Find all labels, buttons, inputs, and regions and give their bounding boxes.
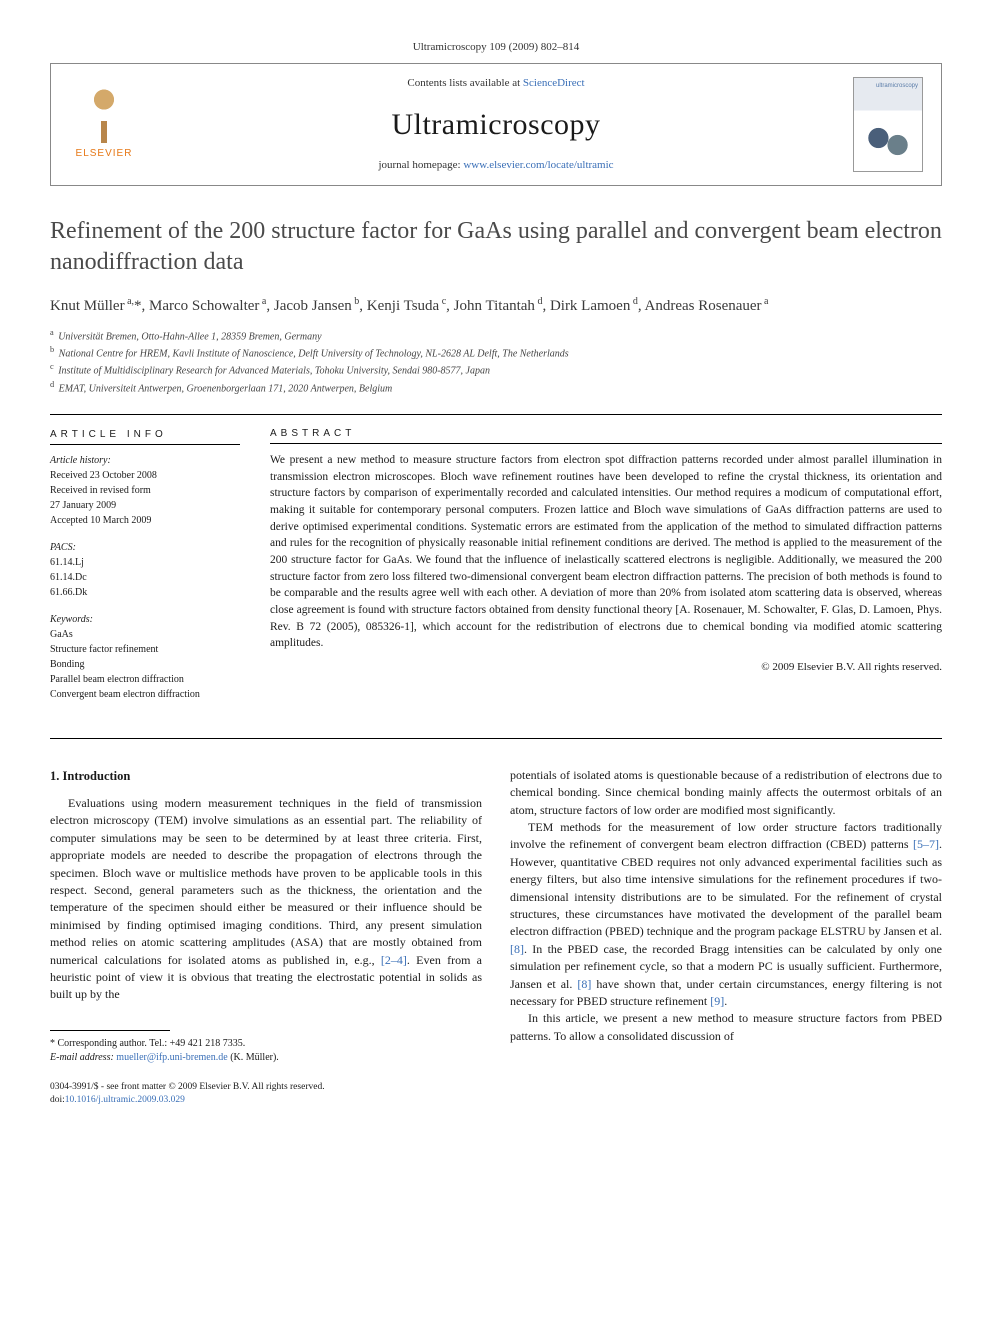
keyword: Parallel beam electron diffraction — [50, 672, 240, 687]
text: TEM methods for the measurement of low o… — [510, 820, 942, 851]
ref-link-8a[interactable]: [8] — [510, 942, 524, 956]
corresponding-author-footnote: * Corresponding author. Tel.: +49 421 21… — [50, 1037, 482, 1065]
article-title: Refinement of the 200 structure factor f… — [50, 216, 942, 278]
divider — [50, 444, 240, 445]
homepage-link[interactable]: www.elsevier.com/locate/ultramic — [463, 159, 613, 171]
doi-link[interactable]: 10.1016/j.ultramic.2009.03.029 — [65, 1095, 185, 1105]
pacs-block: PACS: 61.14.Lj61.14.Dc61.66.Dk — [50, 540, 240, 600]
text: . However, quantitative CBED requires no… — [510, 837, 942, 938]
pacs-code: 61.14.Lj — [50, 555, 240, 570]
affiliation-list: a Universität Bremen, Otto-Hahn-Allee 1,… — [50, 327, 942, 396]
section-1-heading: 1. Introduction — [50, 767, 482, 785]
history-line: 27 January 2009 — [50, 498, 240, 513]
abstract-column: ABSTRACT We present a new method to meas… — [270, 427, 942, 714]
keywords-head: Keywords: — [50, 612, 240, 627]
keywords-block: Keywords: GaAsStructure factor refinemen… — [50, 612, 240, 702]
keyword: Convergent beam electron diffraction — [50, 687, 240, 702]
homepage-pre: journal homepage: — [378, 159, 463, 171]
affiliation: d EMAT, Universiteit Antwerpen, Groenenb… — [50, 379, 942, 396]
elsevier-tree-icon — [79, 88, 129, 143]
divider — [50, 738, 942, 739]
text: . — [724, 994, 727, 1008]
history-line: Accepted 10 March 2009 — [50, 513, 240, 528]
doi-line: doi:10.1016/j.ultramic.2009.03.029 — [50, 1094, 482, 1107]
ref-link-8b[interactable]: [8] — [577, 977, 591, 991]
author-email-link[interactable]: mueller@ifp.uni-bremen.de — [116, 1052, 227, 1063]
footer-meta: 0304-3991/$ - see front matter © 2009 El… — [50, 1081, 482, 1108]
keyword: GaAs — [50, 627, 240, 642]
ref-link-5-7[interactable]: [5–7] — [913, 837, 939, 851]
pacs-head: PACS: — [50, 540, 240, 555]
email-label: E-mail address: — [50, 1052, 116, 1063]
email-who: (K. Müller). — [228, 1052, 279, 1063]
doi-pre: doi: — [50, 1095, 65, 1105]
elsevier-logo: ELSEVIER — [69, 88, 139, 161]
corr-line: * Corresponding author. Tel.: +49 421 21… — [50, 1037, 482, 1051]
affiliation: b National Centre for HREM, Kavli Instit… — [50, 344, 942, 361]
text: Evaluations using modern measurement tec… — [50, 796, 482, 967]
pacs-code: 61.14.Dc — [50, 570, 240, 585]
abstract-label: ABSTRACT — [270, 427, 942, 441]
article-history: Article history: Received 23 October 200… — [50, 453, 240, 528]
article-info: ARTICLE INFO Article history: Received 2… — [50, 427, 240, 714]
journal-header-box: ELSEVIER Contents lists available at Sci… — [50, 63, 942, 186]
divider — [270, 443, 942, 444]
intro-paragraph-1: Evaluations using modern measurement tec… — [50, 795, 482, 1004]
article-info-label: ARTICLE INFO — [50, 427, 240, 442]
ref-link-9[interactable]: [9] — [710, 994, 724, 1008]
body-columns: 1. Introduction Evaluations using modern… — [50, 767, 942, 1107]
right-paragraph-2: TEM methods for the measurement of low o… — [510, 819, 942, 1010]
right-column: potentials of isolated atoms is question… — [510, 767, 942, 1107]
cover-label: ultramicroscopy — [876, 82, 918, 90]
email-line: E-mail address: mueller@ifp.uni-bremen.d… — [50, 1051, 482, 1065]
contents-line: Contents lists available at ScienceDirec… — [139, 76, 853, 91]
journal-name: Ultramicroscopy — [139, 104, 853, 146]
author-list: Knut Müller a,*, Marco Schowalter a, Jac… — [50, 295, 942, 317]
history-line: Received 23 October 2008 — [50, 468, 240, 483]
header-center: Contents lists available at ScienceDirec… — [139, 76, 853, 173]
keyword: Bonding — [50, 657, 240, 672]
keyword: Structure factor refinement — [50, 642, 240, 657]
history-line: Received in revised form — [50, 483, 240, 498]
sciencedirect-link[interactable]: ScienceDirect — [523, 77, 585, 89]
right-paragraph-3: In this article, we present a new method… — [510, 1010, 942, 1045]
affiliation: c Institute of Multidisciplinary Researc… — [50, 361, 942, 378]
abstract-copyright: © 2009 Elsevier B.V. All rights reserved… — [270, 660, 942, 675]
abstract-text: We present a new method to measure struc… — [270, 452, 942, 652]
journal-meta: Ultramicroscopy 109 (2009) 802–814 — [50, 40, 942, 55]
ref-link-2-4[interactable]: [2–4] — [381, 953, 407, 967]
journal-cover-thumbnail: ultramicroscopy — [853, 77, 923, 172]
left-column: 1. Introduction Evaluations using modern… — [50, 767, 482, 1107]
homepage-line: journal homepage: www.elsevier.com/locat… — [139, 158, 853, 173]
contents-pre: Contents lists available at — [407, 77, 522, 89]
elsevier-label: ELSEVIER — [69, 147, 139, 161]
footnote-separator — [50, 1030, 170, 1031]
history-head: Article history: — [50, 453, 240, 468]
affiliation: a Universität Bremen, Otto-Hahn-Allee 1,… — [50, 327, 942, 344]
right-paragraph-1: potentials of isolated atoms is question… — [510, 767, 942, 819]
divider — [50, 414, 942, 415]
pacs-code: 61.66.Dk — [50, 585, 240, 600]
info-abstract-row: ARTICLE INFO Article history: Received 2… — [50, 427, 942, 714]
front-matter-line: 0304-3991/$ - see front matter © 2009 El… — [50, 1081, 482, 1094]
